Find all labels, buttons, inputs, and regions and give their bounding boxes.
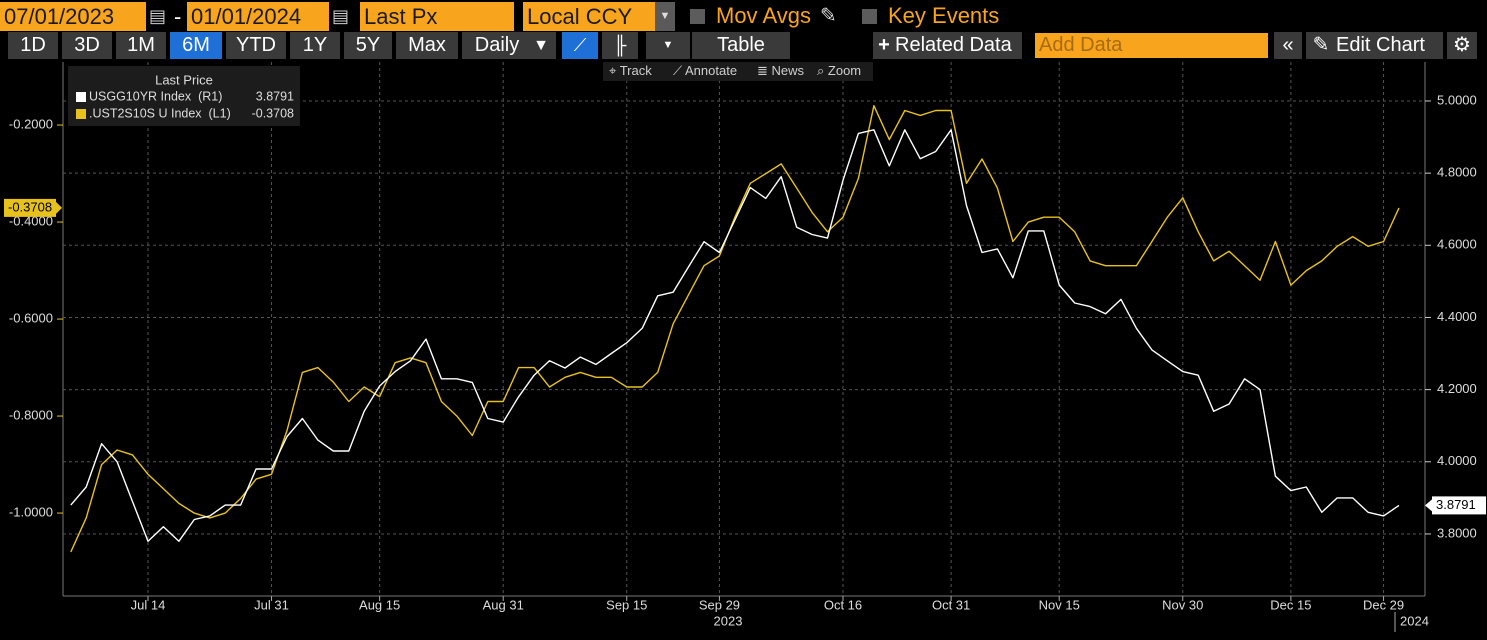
legend-label: .UST2S10S U Index (L1) (89, 106, 231, 120)
range-button[interactable]: 3D (62, 32, 112, 59)
legend-value: 3.8791 (256, 89, 294, 103)
range-button[interactable]: 1M (116, 32, 166, 59)
currency-select[interactable]: Local CCY (523, 2, 655, 31)
legend-label: USGG10YR Index (R1) (89, 89, 222, 103)
chart-tools: ⌖ Track ⟋ Annotate ≣ News ⌕ Zoom (603, 62, 873, 81)
last-value-tag (1432, 496, 1486, 515)
y2-tick-label: 4.4000 (1437, 309, 1477, 324)
range-button[interactable]: 1D (8, 32, 58, 59)
legend-swatch (76, 92, 86, 102)
x-year-label: 2023 (714, 613, 743, 628)
last-value-label: -0.3708 (8, 199, 52, 214)
key-events[interactable]: Key Events (888, 3, 1000, 28)
y-tick-label: -0.8000 (9, 407, 53, 422)
checkbox[interactable] (690, 9, 705, 24)
last-value-tag (4, 198, 56, 217)
y-tick-label: -1.0000 (9, 505, 53, 520)
y-tick-label: -0.4000 (9, 213, 53, 228)
x-tick-label: Aug 15 (359, 597, 400, 612)
edit-chart-button[interactable]: Edit Chart (1336, 32, 1443, 59)
x-year-label: 2024 (1400, 613, 1429, 628)
pencil-icon[interactable]: ✎ (1306, 32, 1336, 59)
legend-title: Last Price (155, 72, 213, 87)
frequency-arrow[interactable]: ▼ (526, 32, 556, 59)
zoom-tool[interactable]: ⌕ Zoom (817, 63, 862, 78)
last-value-label: 3.8791 (1436, 497, 1476, 512)
y2-tick-label: 4.2000 (1437, 381, 1477, 396)
field-select[interactable]: Last Px (360, 2, 514, 31)
annotate-tool[interactable]: ⟋ Annotate (673, 63, 738, 78)
pencil-icon[interactable]: ✎ (820, 5, 837, 27)
checkbox[interactable] (862, 9, 877, 24)
y2-tick-label: 4.0000 (1437, 453, 1477, 468)
y-tick-label: -0.6000 (9, 310, 53, 325)
series-line (70, 105, 1400, 553)
legend: Last Price USGG10YR Index (R1) 3.8791 .UST2… (68, 66, 300, 126)
add-data-input[interactable]: Add Data (1035, 33, 1268, 58)
calendar-icon[interactable]: ▤ (332, 6, 350, 26)
last-value-pointer (56, 201, 62, 214)
x-tick-label: Sep 15 (606, 597, 647, 612)
legend-swatch (76, 109, 86, 119)
x-tick-label: Nov 30 (1162, 597, 1203, 612)
tool-label: Track (619, 63, 652, 78)
mov-avgs[interactable]: Mov Avgs (716, 3, 811, 28)
y2-tick-label: 4.8000 (1437, 165, 1477, 180)
line-chart-icon[interactable]: ⟋ (562, 32, 598, 59)
track-tool[interactable]: ⌖ Track (609, 63, 652, 78)
table-button[interactable]: Table (692, 32, 790, 59)
dropdown-arrow[interactable]: ▼ (655, 2, 675, 31)
x-tick-label: Jul 14 (131, 597, 166, 612)
x-tick-label: Oct 31 (932, 597, 970, 612)
range-button[interactable]: 1Y (290, 32, 340, 59)
x-tick-label: Dec 15 (1270, 597, 1311, 612)
calendar-icon[interactable]: ▤ (149, 6, 167, 26)
range-button[interactable]: YTD (226, 32, 286, 59)
series-line (70, 129, 1400, 542)
start-date[interactable]: 07/01/2023 (0, 2, 146, 31)
tool-label: News (771, 63, 805, 78)
range-button[interactable]: 6M (170, 32, 222, 59)
plus-icon[interactable]: + (873, 32, 895, 59)
tool-label: Annotate (685, 63, 738, 78)
legend-box (68, 66, 300, 126)
x-tick-label: Nov 15 (1039, 597, 1080, 612)
legend-value: -0.3708 (252, 106, 294, 120)
tool-label: Zoom (827, 63, 862, 78)
x-tick-label: Sep 29 (699, 597, 740, 612)
chart-type-arrow[interactable]: ▼ (646, 32, 690, 59)
end-date[interactable]: 01/01/2024 (187, 2, 329, 31)
frequency-select[interactable]: Daily (462, 32, 532, 59)
last-value-pointer (1425, 499, 1432, 512)
y2-tick-label: 3.8000 (1437, 525, 1477, 540)
y-tick-label: -0.2000 (9, 116, 53, 131)
settings-button[interactable]: ⚙ (1447, 32, 1477, 59)
x-tick-label: Oct 16 (824, 597, 862, 612)
range-button[interactable]: 5Y (344, 32, 392, 59)
related-data-button[interactable]: Related Data (895, 32, 1022, 59)
y2-tick-label: 4.6000 (1437, 237, 1477, 252)
date-separator: - (174, 4, 182, 29)
bar-chart-icon[interactable]: ╟ (602, 32, 638, 59)
range-button[interactable]: Max (396, 32, 458, 59)
collapse-button[interactable]: « (1274, 32, 1302, 59)
y2-tick-label: 5.0000 (1437, 92, 1477, 107)
news-tool[interactable]: ≣ News (757, 63, 805, 78)
x-tick-label: Aug 31 (483, 597, 524, 612)
x-tick-label: Dec 29 (1363, 597, 1404, 612)
x-tick-label: Jul 31 (254, 597, 289, 612)
